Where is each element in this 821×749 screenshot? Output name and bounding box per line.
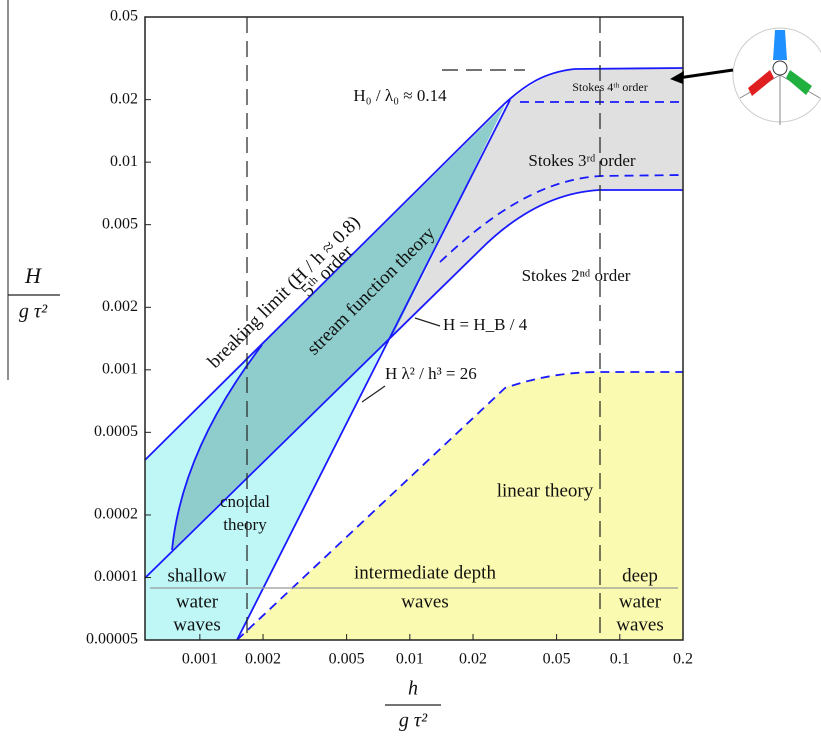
y-tick-label: 0.005 [102, 215, 138, 232]
y-tick-label: 0.05 [110, 8, 138, 25]
y-tick-label: 0.01 [110, 153, 138, 170]
stokes-region [395, 68, 683, 332]
x-tick-label: 0.02 [459, 651, 487, 668]
arrowhead [670, 71, 684, 84]
x-tick-label: 0.01 [396, 651, 424, 668]
x-tick-label: 0.2 [673, 651, 693, 668]
ursell-label: H λ² / h³ = 26 [385, 364, 477, 383]
deep-label: deep [622, 565, 658, 586]
y-label-den: g τ² [19, 301, 48, 323]
x-tick-label: 0.002 [245, 651, 281, 668]
x-tick-label: 0.05 [543, 651, 571, 668]
icon-red [748, 70, 774, 96]
y-tick-label: 0.0001 [94, 568, 138, 585]
x-label-den: g τ² [399, 710, 428, 732]
x-label-num: h [408, 678, 418, 700]
cnoidal-label: cnoidal [220, 492, 270, 511]
linear-region [237, 372, 683, 640]
intermediate-label: intermediate depth [354, 562, 496, 583]
deep-label: waves [616, 614, 663, 635]
hb-label: H = H_B / 4 [443, 315, 528, 334]
icon-green [786, 70, 812, 95]
linear-label: linear theory [497, 480, 594, 501]
ursell-line [236, 99, 511, 641]
shallow-label: waves [173, 614, 220, 635]
x-tick-label: 0.001 [182, 651, 218, 668]
arrow [677, 68, 734, 80]
y-tick-label: 0.002 [102, 298, 138, 315]
x-tick-label: 0.005 [329, 651, 365, 668]
icon-center [772, 60, 788, 76]
regions [145, 68, 683, 640]
stokes-4-label: Stokes 4ᵗʰ order [572, 80, 647, 94]
y-tick-label: 0.00005 [86, 631, 138, 648]
breaking-line [144, 67, 684, 461]
y-tick-label: 0.0002 [94, 506, 138, 523]
y-tick-label: 0.001 [102, 360, 138, 377]
guides [8, 16, 684, 706]
leader [361, 385, 386, 403]
y-label-num: H [24, 263, 42, 288]
shallow-label: shallow [167, 565, 226, 586]
shallow-label: water [176, 591, 219, 612]
stokes-2-label: Stokes 2ⁿᵈ order [522, 266, 631, 285]
stream-function-region [172, 105, 505, 550]
icon-blue [773, 30, 787, 60]
y-tick-label: 0.02 [110, 90, 138, 107]
y-tick-label: 0.0005 [94, 423, 138, 440]
plot-frame [144, 16, 684, 641]
stokes-3-label: Stokes 3ʳᵈ order [528, 151, 636, 170]
axes-icon [670, 27, 821, 125]
hb-line [144, 189, 683, 579]
deep-label: water [619, 591, 662, 612]
cnoidal-label: theory [223, 515, 267, 534]
leader [414, 317, 441, 327]
x-tick-label: 0.1 [610, 651, 630, 668]
intermediate-label: waves [401, 591, 448, 612]
steepness-label: H₀ / λ₀ ≈ 0.14 [353, 86, 447, 105]
